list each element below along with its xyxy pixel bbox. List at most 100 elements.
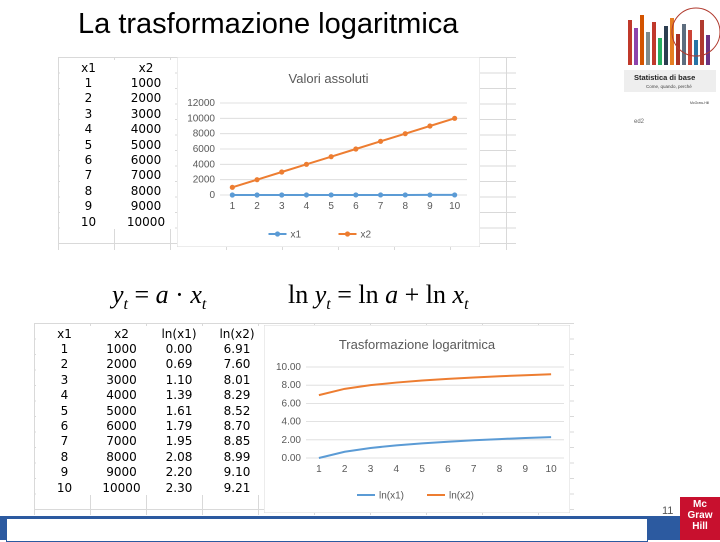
x-tick-label: 9 xyxy=(427,201,433,212)
y-tick-label: 0 xyxy=(209,190,215,201)
table-cell: 7 xyxy=(60,168,117,183)
table-cell: 8.85 xyxy=(208,434,266,449)
table-cell: 10 xyxy=(60,214,117,229)
table-cell: 2000 xyxy=(117,91,175,106)
legend-label: ln(x1) xyxy=(379,491,404,502)
table-cell: 10 xyxy=(36,480,93,495)
chart-title: Valori assoluti xyxy=(289,71,369,86)
y-tick-label: 10.00 xyxy=(276,362,301,373)
table-cell: 2.08 xyxy=(150,449,208,464)
table-cell: 2.20 xyxy=(150,465,208,480)
table-cell: 7 xyxy=(36,434,93,449)
table-cell: 1.95 xyxy=(150,434,208,449)
y-tick-label: 4000 xyxy=(193,159,216,170)
x-tick-label: 8 xyxy=(497,464,503,475)
table-cell: 3000 xyxy=(117,106,175,121)
data-point xyxy=(329,192,334,197)
table-cell: 5 xyxy=(60,137,117,152)
table-cell: 8.29 xyxy=(208,388,266,403)
table-header-cell: ln(x1) xyxy=(150,326,208,341)
data-point xyxy=(403,131,408,136)
table-cell: 5000 xyxy=(117,137,175,152)
table-cell: 4 xyxy=(36,388,93,403)
table-cell: 7000 xyxy=(117,168,175,183)
data-point xyxy=(353,146,358,151)
x-tick-label: 9 xyxy=(523,464,529,475)
data-point xyxy=(254,177,259,182)
table-cell: 9.10 xyxy=(208,465,266,480)
table-cell: 0.69 xyxy=(150,357,208,372)
table-cell: 1000 xyxy=(117,75,175,90)
data-point xyxy=(304,192,309,197)
table-cell: 8000 xyxy=(117,183,175,198)
table-cell: 1000 xyxy=(93,341,150,356)
x-tick-label: 5 xyxy=(328,201,334,212)
table-cell: 6000 xyxy=(93,418,150,433)
x-tick-label: 4 xyxy=(394,464,400,475)
table-cell: 2 xyxy=(36,357,93,372)
table-cell: 4000 xyxy=(117,122,175,137)
x-tick-label: 4 xyxy=(304,201,310,212)
table-cell: 4000 xyxy=(93,388,150,403)
data-point xyxy=(304,162,309,167)
table-cell: 8.52 xyxy=(208,403,266,418)
data-point xyxy=(254,192,259,197)
x-tick-label: 2 xyxy=(254,201,260,212)
table-cell: 1.10 xyxy=(150,372,208,387)
book-cover-title: Statistica di base xyxy=(634,73,695,82)
table-cell: 8 xyxy=(60,183,117,198)
table-cell: 8.70 xyxy=(208,418,266,433)
data-point xyxy=(279,169,284,174)
table-header-cell: x1 xyxy=(60,60,117,75)
table-cell: 3000 xyxy=(93,372,150,387)
logo-line-1: Mc xyxy=(680,499,720,510)
legend-marker xyxy=(345,231,350,236)
table-cell: 10000 xyxy=(117,214,175,229)
y-tick-label: 0.00 xyxy=(282,453,302,464)
table-cell: 10000 xyxy=(93,480,150,495)
table-cell: 9 xyxy=(60,199,117,214)
logo-line-2: Graw xyxy=(680,510,720,521)
data-point xyxy=(427,123,432,128)
x-tick-label: 10 xyxy=(449,201,461,212)
book-cover-edition: ed2 xyxy=(634,119,645,125)
table-cell: 9 xyxy=(36,465,93,480)
data-point xyxy=(452,192,457,197)
x-tick-label: 6 xyxy=(445,464,451,475)
x-tick-label: 5 xyxy=(419,464,425,475)
table-cell: 1.39 xyxy=(150,388,208,403)
book-cover-subtitle: Come, quando, perché xyxy=(646,84,692,89)
table-cell: 7.60 xyxy=(208,357,266,372)
table-cell: 3 xyxy=(36,372,93,387)
slide-title: La trasformazione logaritmica xyxy=(78,8,458,41)
legend-label: ln(x2) xyxy=(449,491,474,502)
table-cell: 8 xyxy=(36,449,93,464)
table-cell: 0.00 xyxy=(150,341,208,356)
x-tick-label: 7 xyxy=(378,201,384,212)
chart-title: Trasformazione logaritmica xyxy=(339,337,496,352)
data-point xyxy=(230,192,235,197)
table-header-cell: x1 xyxy=(36,326,93,341)
table-cell: 8000 xyxy=(93,449,150,464)
table-header-cell: ln(x2) xyxy=(208,326,266,341)
table-cell: 8.01 xyxy=(208,372,266,387)
data-point xyxy=(403,192,408,197)
data-point xyxy=(378,139,383,144)
x-tick-label: 3 xyxy=(368,464,374,475)
y-tick-label: 6000 xyxy=(193,144,216,155)
data-point xyxy=(353,192,358,197)
data-point xyxy=(452,116,457,121)
table-cell: 2.30 xyxy=(150,480,208,495)
formula-log: ln yt = ln a + ln xt xyxy=(288,280,469,314)
y-tick-label: 2000 xyxy=(193,175,216,186)
